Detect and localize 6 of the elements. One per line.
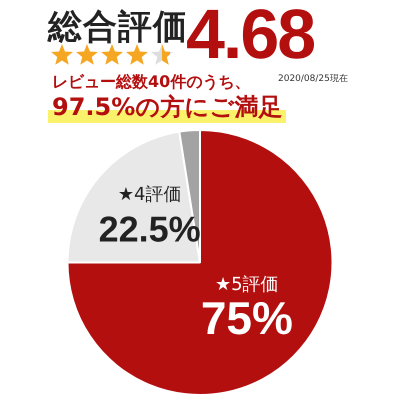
text: 2020/08/25現在: [278, 72, 348, 85]
data-label: 22.5%: [98, 208, 201, 250]
slice-label: ★4評価: [118, 184, 182, 206]
text: レビュー総数40件のうち、: [52, 72, 250, 93]
chart-title: 総合評価: [48, 6, 188, 47]
text: 4.68: [186, 0, 314, 74]
